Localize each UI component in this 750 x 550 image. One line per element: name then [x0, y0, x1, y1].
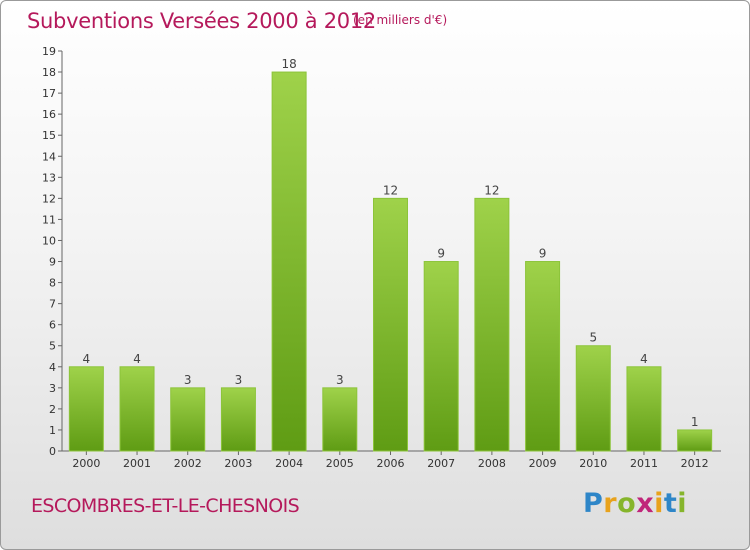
y-tick-label: 19 — [42, 45, 56, 58]
y-tick-label: 16 — [42, 108, 56, 121]
y-tick-label: 18 — [42, 66, 56, 79]
x-tick-label: 2012 — [681, 457, 709, 470]
bar-2003 — [220, 387, 256, 452]
bar-value-label: 12 — [383, 183, 398, 197]
x-tick-label: 2000 — [72, 457, 100, 470]
bar-2000 — [68, 366, 104, 452]
bar-2001 — [119, 366, 155, 452]
bar-2011 — [626, 366, 662, 452]
y-tick-label: 8 — [49, 277, 56, 290]
y-tick-label: 0 — [49, 445, 56, 458]
bar-value-label: 9 — [539, 247, 547, 261]
y-tick-label: 5 — [49, 340, 56, 353]
bar-value-label: 18 — [281, 57, 296, 71]
bar-2009 — [525, 261, 561, 452]
y-tick-label: 1 — [49, 424, 56, 437]
x-tick-label: 2003 — [224, 457, 252, 470]
bar-value-label: 4 — [133, 352, 141, 366]
y-tick-label: 13 — [42, 171, 56, 184]
chart-title: Subventions Versées 2000 à 2012 — [27, 9, 376, 33]
x-tick-label: 2008 — [478, 457, 506, 470]
y-tick-label: 7 — [49, 298, 56, 311]
x-tick-label: 2009 — [529, 457, 557, 470]
x-tick-label: 2002 — [174, 457, 202, 470]
x-tick-label: 2007 — [427, 457, 455, 470]
chart-unit: (en milliers d'€) — [353, 13, 448, 27]
bar-2006 — [373, 197, 408, 452]
y-tick-label: 9 — [49, 256, 56, 269]
y-tick-label: 11 — [42, 213, 56, 226]
x-tick-label: 2001 — [123, 457, 151, 470]
bar-2010 — [575, 345, 611, 452]
x-tick-label: 2004 — [275, 457, 303, 470]
bar-value-label: 3 — [235, 373, 243, 387]
x-tick-label: 2010 — [579, 457, 607, 470]
bar-value-label: 9 — [437, 247, 445, 261]
bar-2005 — [322, 387, 358, 452]
y-tick-label: 3 — [49, 382, 56, 395]
y-tick-label: 6 — [49, 319, 56, 332]
y-tick-label: 2 — [49, 403, 56, 416]
bar-value-label: 1 — [691, 415, 699, 429]
y-tick-label: 4 — [49, 361, 56, 374]
y-tick-label: 15 — [42, 129, 56, 142]
x-tick-label: 2011 — [630, 457, 658, 470]
y-tick-label: 12 — [42, 192, 56, 205]
bar-value-label: 4 — [640, 352, 648, 366]
proxiti-logo: Proxiti — [583, 488, 688, 519]
bar-2002 — [170, 387, 206, 452]
bar-2004 — [271, 71, 307, 452]
y-tick-label: 17 — [42, 87, 56, 100]
bar-value-label: 4 — [83, 352, 91, 366]
x-axis: 2000 2001 2002 2003 2004 2005 2006 2007 2008 2009… — [62, 450, 721, 470]
y-tick-label: 14 — [42, 150, 56, 163]
bar-value-label: 3 — [336, 373, 344, 387]
x-tick-label: 2006 — [377, 457, 405, 470]
bar-2012 — [677, 429, 713, 452]
y-tick-label: 10 — [42, 234, 56, 247]
bar-2008 — [474, 197, 510, 452]
x-tick-label: 2005 — [326, 457, 354, 470]
bar-value-label: 12 — [484, 183, 499, 197]
bar-2007 — [423, 261, 459, 452]
commune-name: ESCOMBRES-ET-LE-CHESNOIS — [31, 495, 300, 517]
bar-value-label: 5 — [589, 331, 597, 345]
bar-value-label: 3 — [184, 373, 192, 387]
